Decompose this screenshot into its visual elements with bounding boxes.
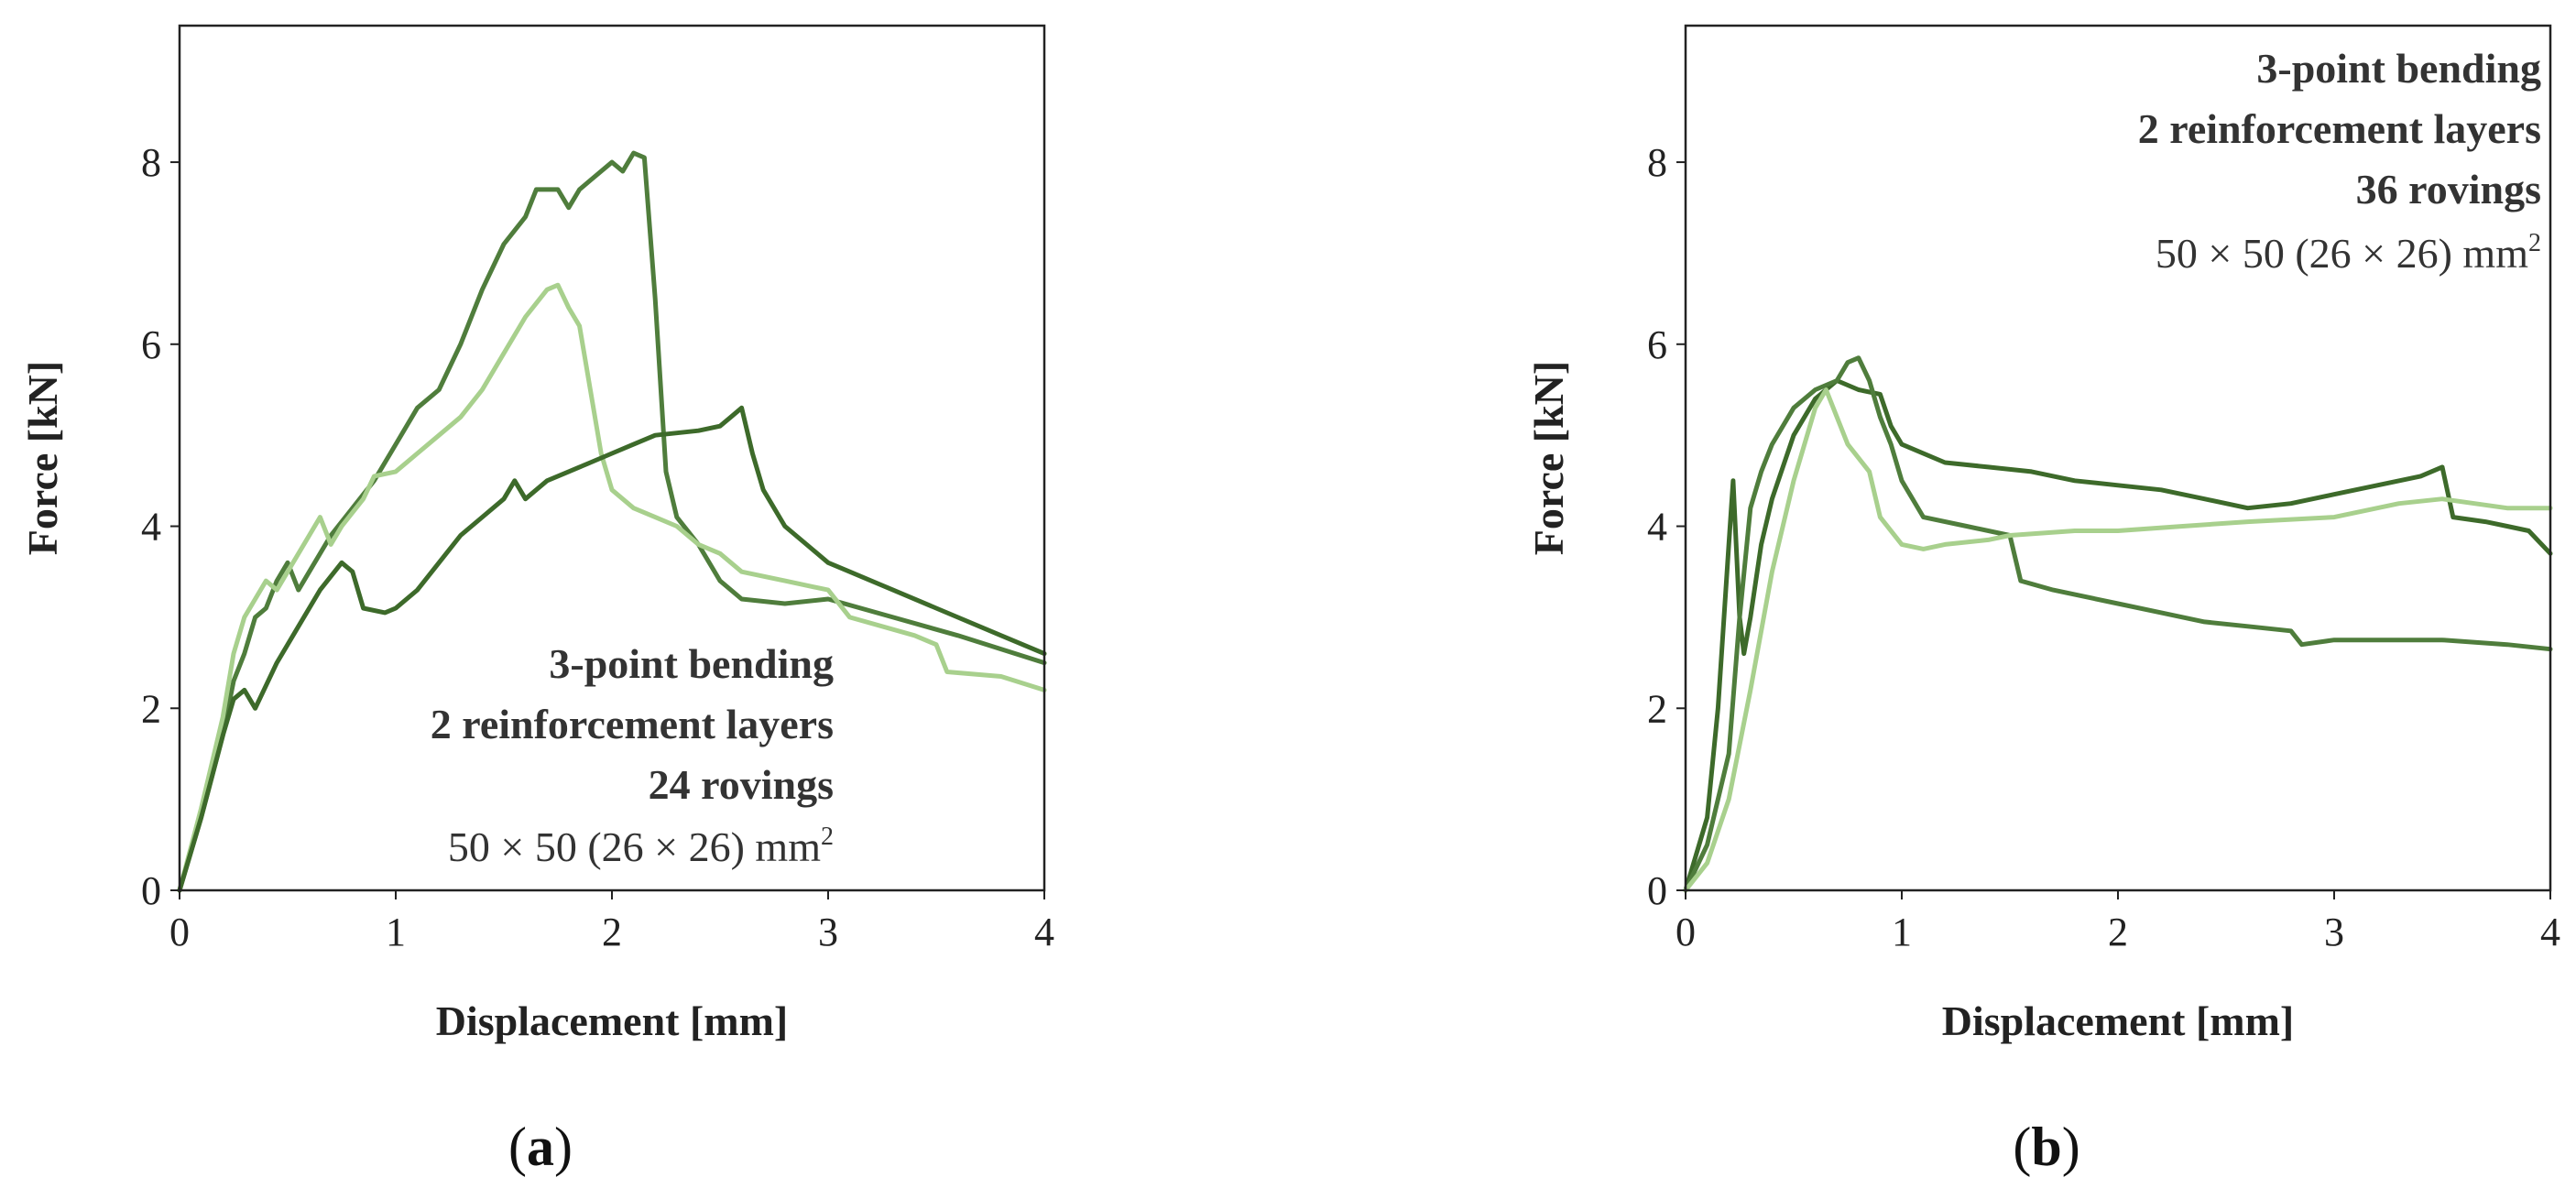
annotation: 3-point bending 2 reinforcement layers 2…	[431, 640, 834, 870]
plot-frame	[1684, 24, 2552, 892]
x-tick-label: 0	[169, 910, 190, 954]
series-layer	[1683, 355, 2553, 893]
y-tick-label: 4	[141, 505, 161, 550]
x-tick-label: 4	[1034, 910, 1054, 954]
series-line-3	[177, 405, 1047, 893]
x-tick-label: 1	[386, 910, 406, 954]
x-tick-label: 4	[2540, 910, 2560, 954]
annotation-line-1: 3-point bending	[2256, 45, 2541, 92]
annotation-line-3: 24 rovings	[649, 761, 834, 808]
y-tick-label: 8	[1647, 140, 1667, 185]
x-tick-label: 0	[1675, 910, 1696, 954]
annotation-superscript: 2	[821, 823, 834, 851]
series-layer	[177, 150, 1047, 893]
x-axis-label: Displacement [mm]	[1942, 997, 2295, 1044]
x-tick-label: 3	[818, 910, 838, 954]
annotation: 3-point bending 2 reinforcement layers 3…	[2138, 45, 2541, 277]
y-tick-label: 2	[1647, 686, 1667, 731]
chart-panel-b: 0 2 4 6 8 0 1 2 3 4 Force [kN] Displacement [mm]…	[1525, 24, 2560, 1177]
x-ticks: 0 1 2 3 4	[1675, 890, 2560, 954]
series-line-2	[1683, 355, 2553, 893]
y-axis-label: Force [kN]	[19, 361, 66, 555]
series-line-3	[1683, 387, 2553, 893]
series-line-1	[177, 150, 1047, 893]
y-tick-label: 0	[141, 868, 161, 913]
series-line-2	[177, 282, 1047, 893]
annotation-line-2: 2 reinforcement layers	[431, 701, 834, 747]
annotation-line-4: 50 × 50 (26 × 26) mm2	[448, 823, 834, 870]
annotation-line-1: 3-point bending	[549, 640, 834, 687]
chart-panel-a: 0 2 4 6 8 0 1 2 3 4 Force [kN] Displacement [mm]…	[19, 24, 1054, 1177]
annotation-superscript: 2	[2528, 229, 2541, 257]
y-ticks: 0 2 4 6 8	[1647, 140, 1686, 913]
plot-frame	[178, 24, 1046, 892]
annotation-dimensions: 50 × 50 (26 × 26) mm	[2156, 230, 2528, 277]
y-tick-label: 0	[1647, 868, 1667, 913]
y-tick-label: 6	[1647, 322, 1667, 367]
panel-caption: (a)	[508, 1117, 573, 1177]
y-axis-label: Force [kN]	[1525, 361, 1572, 555]
annotation-dimensions: 50 × 50 (26 × 26) mm	[448, 823, 821, 870]
x-axis-label: Displacement [mm]	[436, 997, 789, 1044]
y-tick-label: 2	[141, 686, 161, 731]
y-tick-label: 8	[141, 140, 161, 185]
caption-letter: a	[527, 1117, 554, 1177]
panel-caption: (b)	[2013, 1117, 2079, 1177]
y-ticks: 0 2 4 6 8	[141, 140, 180, 913]
series-line-1	[1683, 378, 2553, 893]
y-tick-label: 6	[141, 322, 161, 367]
x-tick-label: 2	[2108, 910, 2128, 954]
y-tick-label: 4	[1647, 505, 1667, 550]
x-ticks: 0 1 2 3 4	[169, 890, 1054, 954]
annotation-line-2: 2 reinforcement layers	[2138, 105, 2541, 152]
x-tick-label: 1	[1892, 910, 1912, 954]
x-tick-label: 3	[2324, 910, 2344, 954]
x-tick-label: 2	[602, 910, 622, 954]
annotation-line-3: 36 rovings	[2356, 166, 2541, 213]
caption-letter: b	[2031, 1117, 2061, 1177]
annotation-line-4: 50 × 50 (26 × 26) mm2	[2156, 229, 2541, 277]
